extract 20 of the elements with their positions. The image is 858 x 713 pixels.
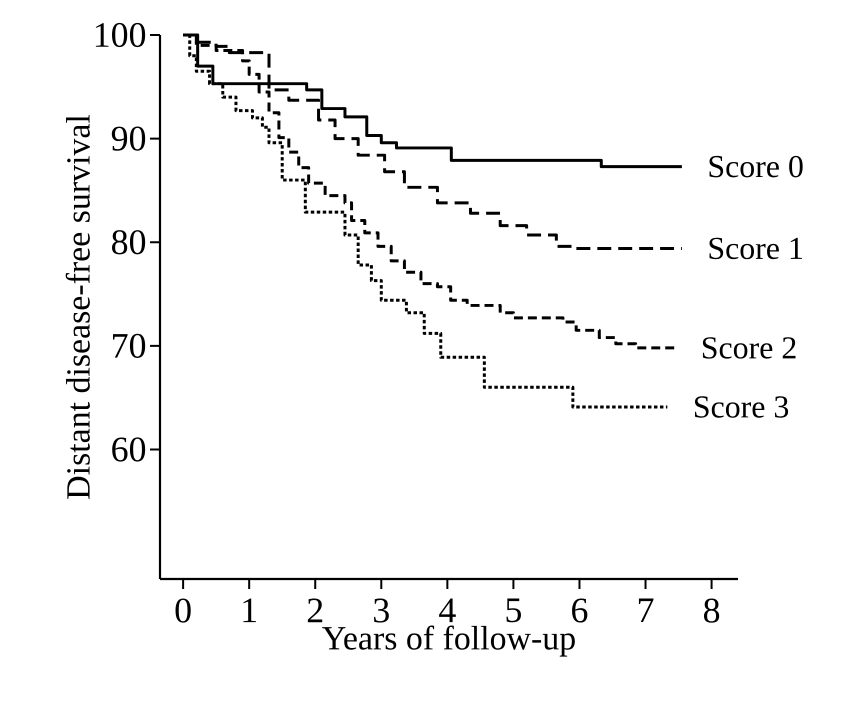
x-tick-label: 3: [374, 598, 389, 623]
y-tick-label: 90: [112, 126, 146, 151]
series-label: Score 3: [694, 396, 788, 418]
x-tick-label: 5: [506, 598, 521, 622]
series-label: Score 1: [710, 238, 802, 260]
x-tick-label: 8: [704, 598, 720, 623]
x-tick-label: 2: [308, 598, 322, 622]
series-label: Score 2: [702, 337, 796, 359]
y-tick-label: 70: [113, 334, 146, 358]
series-label: Score 0: [710, 156, 803, 178]
x-tick-label: 1: [243, 598, 256, 622]
x-tick-label: 4: [439, 598, 456, 622]
y-axis-title: Distant disease-free survival: [66, 114, 90, 499]
y-tick-label: 80: [112, 230, 146, 254]
x-tick-label: 7: [638, 598, 654, 622]
y-tick-label: 60: [112, 437, 146, 462]
x-tick-label: 0: [176, 598, 191, 623]
x-axis-title: Years of follow-up: [322, 626, 575, 657]
x-tick-label: 6: [572, 598, 588, 623]
y-tick-label: 100: [96, 22, 146, 48]
